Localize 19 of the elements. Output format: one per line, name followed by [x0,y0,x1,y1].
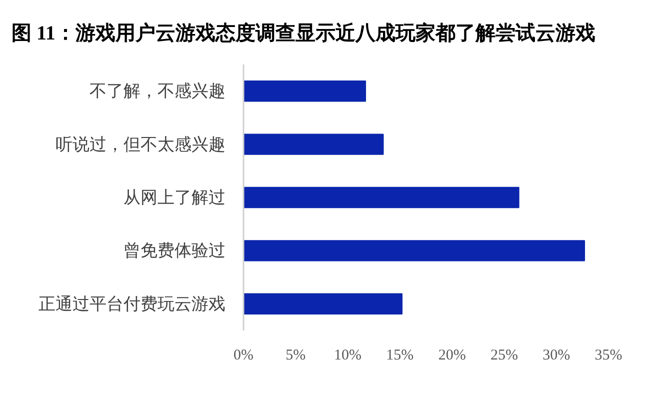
y-tick-label: 听说过，但不太感兴趣 [56,134,226,154]
x-tick-label: 35% [594,348,622,364]
bar [244,240,586,262]
x-tick-label: 15% [386,348,414,364]
x-tick-label: 5% [286,348,306,364]
y-tick-label: 正通过平台付费玩云游戏 [38,294,226,314]
x-tick-label: 25% [490,348,518,364]
y-tick-label: 曾免费体验过 [124,241,226,260]
x-tick-label: 10% [334,348,362,364]
y-tick-label: 从网上了解过 [124,188,226,207]
chart-title: 图 11：游戏用户云游戏态度调查显示近八成玩家都了解尝试云游戏 [12,22,596,44]
x-tick-label: 20% [438,348,466,364]
bar [244,80,366,102]
x-tick-label: 0% [234,348,254,364]
y-tick-label: 不了解，不感兴趣 [90,82,226,101]
x-tick-label: 30% [542,348,570,364]
bar [244,134,384,155]
bar [244,186,520,208]
bar [244,293,403,315]
